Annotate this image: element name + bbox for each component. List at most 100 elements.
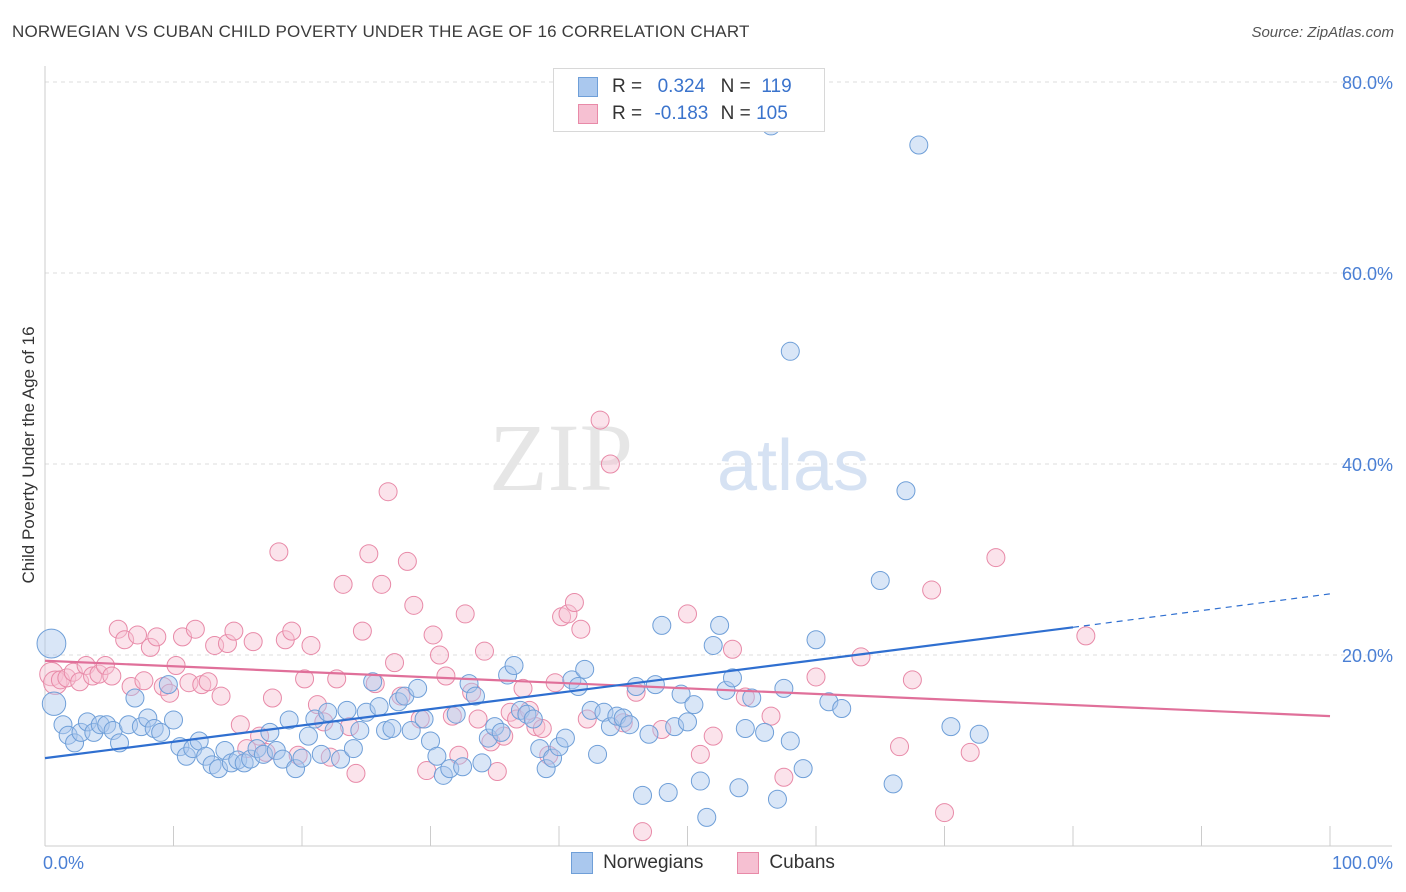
cuban-point — [690, 744, 710, 764]
cuban-point — [269, 542, 289, 562]
legend-swatch-pink — [578, 104, 598, 124]
norwegian-point — [793, 759, 813, 779]
cuban-point — [600, 454, 620, 474]
source-label: Source: ZipAtlas.com — [1251, 24, 1394, 41]
cuban-point — [282, 621, 302, 641]
watermark-atlas: atlas — [717, 426, 869, 506]
norwegian-point — [742, 688, 762, 708]
bottom-legend-label: Cubans — [769, 852, 835, 873]
norwegian-point — [324, 720, 344, 740]
norwegian-point — [969, 724, 989, 744]
norwegian-point — [639, 724, 659, 744]
norwegian-point — [870, 571, 890, 591]
cuban-point — [372, 574, 392, 594]
tick-labels: 20.0% 40.0% 60.0% 80.0% 0.0% 100.0% — [43, 73, 1393, 873]
norwegian-point — [369, 697, 389, 717]
legend-r-value: 0.324 — [657, 76, 706, 97]
cuban-point — [185, 619, 205, 639]
cuban-point — [468, 709, 488, 729]
norwegian-point — [684, 695, 704, 715]
grid-lines — [45, 81, 1392, 656]
cuban-point — [735, 687, 755, 707]
norwegian-point — [729, 778, 749, 798]
norwegian-point — [722, 668, 742, 688]
norwegian-point — [363, 672, 383, 692]
cuban-point — [115, 630, 135, 650]
norwegian-point — [478, 728, 498, 748]
norwegian-point — [806, 630, 826, 650]
cuban-point — [295, 669, 315, 689]
cuban-point — [70, 672, 90, 692]
cuban-point — [436, 666, 456, 686]
cuban-point — [902, 670, 922, 690]
cuban-point — [851, 647, 871, 667]
cuban-point — [108, 619, 128, 639]
cuban-point — [211, 686, 231, 706]
norwegian-point — [208, 759, 228, 779]
norwegian-point — [241, 749, 261, 769]
norwegians-trend-extension — [1072, 593, 1331, 628]
norwegian-point — [755, 722, 775, 742]
norwegian-point — [594, 702, 614, 722]
cuban-point — [102, 666, 122, 686]
norwegian-point — [298, 726, 318, 746]
cuban-point — [333, 574, 353, 594]
series-norwegians — [36, 116, 989, 827]
legend-n-value: 119 — [761, 76, 792, 97]
bottom-legend-norwegians: Norwegians — [571, 852, 703, 874]
cuban-point — [404, 595, 424, 615]
norwegian-point — [273, 749, 293, 769]
norwegian-point — [504, 656, 524, 676]
legend-row-norwegians: R = 0.324 N = 119 — [578, 74, 792, 100]
norwegian-point — [588, 744, 608, 764]
norwegian-point — [158, 675, 178, 695]
cuban-point — [262, 688, 282, 708]
norwegian-point — [41, 691, 67, 716]
norwegian-point — [164, 710, 183, 730]
legend-r-value: -0.183 — [654, 103, 709, 124]
norwegian-point — [780, 341, 800, 361]
cuban-point — [346, 763, 366, 783]
y-tick-label: 20.0% — [1342, 646, 1393, 666]
norwegian-point — [633, 785, 653, 805]
norwegian-point — [678, 712, 697, 732]
cuban-point — [217, 634, 237, 654]
norwegian-point — [575, 659, 595, 679]
cuban-point — [678, 604, 697, 624]
norwegian-point — [658, 783, 678, 803]
norwegian-point — [555, 728, 575, 748]
cuban-point — [590, 410, 610, 430]
norwegian-point — [909, 135, 929, 155]
norwegian-point — [896, 481, 916, 501]
norwegian-point — [446, 704, 466, 724]
cuban-point — [922, 580, 942, 600]
cuban-point — [487, 762, 507, 782]
norwegian-point — [90, 715, 110, 735]
cuban-point — [564, 592, 584, 612]
norwegian-point — [472, 753, 492, 773]
cuban-point — [95, 656, 115, 676]
cuban-point — [352, 621, 372, 641]
axes — [44, 66, 1392, 847]
legend-n-label: N = — [720, 76, 751, 97]
norwegian-point — [767, 789, 787, 809]
norwegian-point — [543, 748, 563, 768]
cuban-point — [378, 482, 398, 502]
norwegian-point — [138, 708, 158, 728]
legend-r-label: R = — [612, 103, 643, 124]
cuban-point — [423, 625, 443, 645]
y-tick-label: 60.0% — [1342, 264, 1393, 284]
norwegian-point — [58, 725, 78, 745]
cuban-point — [230, 715, 250, 735]
norwegian-point — [710, 615, 730, 635]
cuban-point — [474, 641, 494, 661]
norwegian-point — [620, 715, 640, 735]
norwegian-point — [376, 720, 396, 740]
norwegian-point — [292, 748, 312, 768]
norwegian-point — [253, 744, 273, 764]
norwegian-point — [690, 771, 710, 791]
cuban-point — [397, 551, 417, 571]
norwegian-point — [215, 741, 235, 760]
norwegian-point — [536, 759, 556, 779]
x-tick-label: 100.0% — [1332, 853, 1393, 873]
